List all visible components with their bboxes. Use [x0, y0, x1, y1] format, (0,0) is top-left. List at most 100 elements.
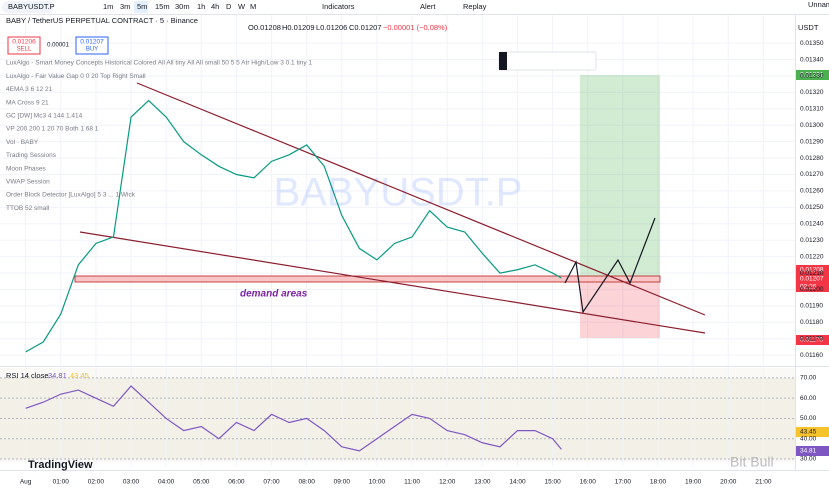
x-tick-label: 05:00: [193, 479, 210, 486]
buy-label[interactable]: BUY: [86, 47, 98, 53]
sell-label[interactable]: SELL: [17, 47, 32, 53]
sell-price[interactable]: 0.01206: [12, 39, 36, 46]
y-tick-label: 0.01270: [800, 171, 824, 178]
y-tick-label: 0.01340: [800, 56, 824, 63]
buy-button[interactable]: [75, 36, 109, 55]
buy-price[interactable]: 0.01207: [80, 39, 104, 46]
watermark: BABYUSDT.P: [274, 171, 523, 215]
header-title: BABY / TetherUS PERPETUAL CONTRACT · 5 ·…: [6, 16, 198, 25]
header-open: O0.01208: [248, 23, 281, 32]
price-label: 0.01208: [800, 267, 824, 274]
indicator-label: VWAP Session: [6, 179, 50, 186]
interval-button[interactable]: D: [226, 2, 232, 11]
x-tick-label: 06:00: [228, 479, 245, 486]
interval-button[interactable]: 1m: [103, 2, 113, 11]
interval-button[interactable]: M: [250, 2, 256, 11]
interval-button[interactable]: 5m: [137, 2, 147, 11]
y-tick-label: 0.01330: [800, 73, 824, 80]
y-tick-label: 0.01230: [800, 237, 824, 244]
y-tick-label: 60.00: [800, 395, 817, 402]
price-label: 0.01170: [800, 337, 823, 344]
indicator-label: MA Cross 9 21: [6, 99, 49, 106]
y-tick-label: 0.01300: [800, 122, 824, 129]
currency[interactable]: USDT: [798, 23, 819, 32]
y-tick-label: 0.01160: [800, 352, 823, 359]
interval-button[interactable]: 4h: [211, 2, 219, 11]
layout-name[interactable]: Unnam: [808, 0, 829, 9]
price-label: 0.01331: [800, 72, 824, 79]
y-tick-label: 0.01180: [800, 319, 823, 326]
x-tick-label: 03:00: [123, 479, 140, 486]
price-label-bg: [796, 70, 829, 80]
sell-button[interactable]: [7, 36, 41, 55]
y-tick-label: 0.01250: [800, 204, 824, 211]
lower-trendline: [79, 231, 706, 334]
symbol[interactable]: BABYUSDT.P: [8, 2, 55, 11]
x-tick-label: 01:00: [53, 479, 70, 486]
spread: 0.00001: [47, 43, 69, 49]
y-tick-label: 0.01320: [800, 89, 824, 96]
rsi-value: 34.81: [48, 371, 67, 380]
price-label: 0.01207: [800, 276, 824, 283]
projection-path: [564, 217, 656, 314]
toolbar: [0, 0, 829, 14]
y-tick-label: 0.01290: [800, 138, 824, 145]
x-tick-label: 08:00: [299, 479, 316, 486]
target-zone: [580, 75, 660, 277]
interval-button[interactable]: 3m: [120, 2, 130, 11]
rsi-pane: [0, 368, 795, 462]
rsi-title: RSI 14 close: [6, 371, 49, 380]
rsi-ma-label: 43.45: [800, 429, 817, 436]
price-line: [25, 99, 562, 353]
drawing-toolbar-handle[interactable]: [499, 52, 507, 70]
rsi-line: [25, 385, 562, 452]
interval-button[interactable]: W: [238, 2, 246, 11]
indicator-label: Vol · BABY: [6, 139, 39, 146]
brand: TradingView: [28, 459, 93, 471]
indicator-label: Order Block Detector [LuxAlgo] 5 3 ... 1…: [6, 192, 136, 199]
interval-active: [134, 1, 148, 13]
indicator-list: LuxAlgo - Smart Money Concepts Historica…: [6, 60, 312, 212]
x-tick-label: 17:00: [615, 479, 632, 486]
x-tick-label: 04:00: [158, 479, 175, 486]
indicator-label: LuxAlgo - Fair Value Gap 0 0 20 Top Righ…: [6, 73, 146, 80]
x-tick-label: 12:00: [439, 479, 456, 486]
x-tick-label: 02:00: [88, 479, 105, 486]
interval-button[interactable]: 1h: [197, 2, 205, 11]
x-tick-label: Aug: [20, 479, 32, 486]
drawing-toolbar[interactable]: [498, 51, 597, 71]
credit: Bit Bull: [730, 454, 774, 470]
y-tick-label: 30.00: [800, 456, 817, 463]
indicator-label: Moon Phases: [6, 165, 46, 172]
x-tick-label: 19:00: [685, 479, 702, 486]
interval-button[interactable]: 15m: [155, 2, 170, 11]
price-label-bg: [796, 335, 829, 345]
indicator-label: VP 200 200 1 20 70 Both 1 68 1: [6, 126, 99, 133]
grid: [0, 15, 795, 466]
indicator-label: Trading Sessions: [6, 152, 57, 159]
indicator-label: GC [DW] Mc3 4 144 1.414: [6, 113, 83, 120]
indicator-label: TTOB 52 small: [6, 205, 50, 212]
header-high: H0.01209: [282, 23, 315, 32]
symbol-box[interactable]: [2, 1, 54, 13]
annotation: demand areas: [240, 289, 308, 300]
y-tick-label: 0.01200: [800, 286, 824, 293]
y-tick-label: 0.01220: [800, 253, 824, 260]
x-tick-label: 11:00: [404, 479, 420, 486]
interval-button[interactable]: 30m: [175, 2, 190, 11]
rsi-label-bg: [796, 446, 829, 456]
x-tick-label: 10:00: [369, 479, 386, 486]
price-label-bg: [796, 265, 829, 292]
x-tick-label: 20:00: [720, 479, 737, 486]
x-tick-label: 07:00: [263, 479, 280, 486]
replay-button[interactable]: Replay: [463, 2, 487, 11]
x-tick-label: 13:00: [474, 479, 491, 486]
header-close: C0.01207: [349, 23, 382, 32]
header-change: −0.00001 (−0.08%): [383, 23, 448, 32]
alert-button[interactable]: Alert: [420, 2, 436, 11]
y-tick-label: 0.01240: [800, 220, 824, 227]
y-tick-label: 0.01260: [800, 188, 824, 195]
indicators-button[interactable]: Indicators: [322, 2, 355, 11]
